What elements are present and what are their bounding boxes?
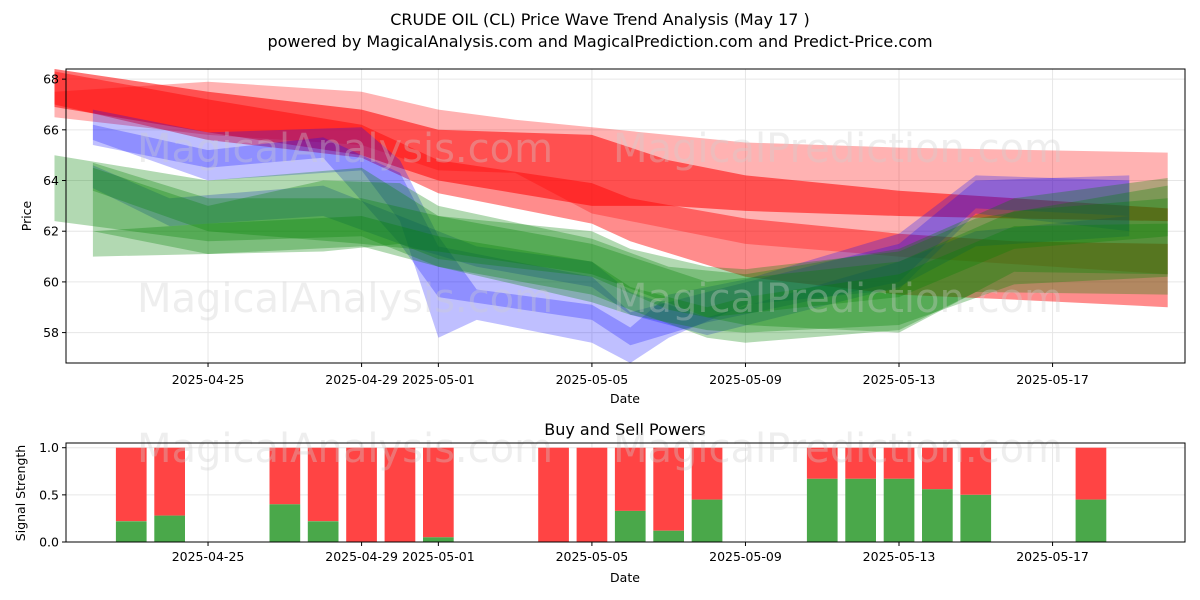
sell-bar: [423, 447, 454, 538]
buy-bar: [154, 515, 185, 542]
buy-bar: [691, 499, 723, 542]
signal-x-tick-label: 2025-04-29: [325, 549, 398, 564]
sell-bar: [960, 447, 992, 495]
sell-bar: [922, 447, 953, 490]
price-x-tick-label: 2025-05-05: [556, 372, 629, 387]
buy-bar: [1075, 499, 1107, 542]
signal-bars: [115, 447, 1107, 542]
price-band-green-7: [92, 167, 1168, 333]
signal-chart-title: Buy and Sell Powers: [544, 420, 706, 439]
chart-subtitle: powered by MagicalAnalysis.com and Magic…: [267, 32, 932, 51]
sell-bar: [269, 447, 301, 505]
price-x-tick-label: 2025-05-13: [863, 372, 936, 387]
price-band-blue-5: [92, 165, 1130, 336]
price-y-tick-label: 58: [43, 325, 59, 340]
signal-x-tick-label: 2025-05-01: [402, 549, 475, 564]
price-band-green-6: [54, 155, 1168, 343]
price-bands: [54, 69, 1168, 363]
chart-title: CRUDE OIL (CL) Price Wave Trend Analysis…: [390, 10, 810, 29]
buy-bar: [922, 489, 953, 542]
price-x-ticks: 2025-04-25 2025-04-29 2025-05-01 2025-05-05…: [172, 363, 1089, 387]
price-x-tick-label: 2025-05-01: [402, 372, 475, 387]
price-band-red-2: [54, 69, 1168, 222]
sell-bar: [384, 447, 416, 542]
sell-bar: [154, 447, 185, 516]
watermark-analysis-mid: MagicalAnalysis.com: [137, 276, 553, 322]
price-x-axis-label: Date: [610, 391, 640, 406]
signal-y-tick-label: 1.0: [39, 440, 59, 455]
sell-bar: [538, 447, 569, 542]
price-x-tick-label: 2025-04-29: [325, 372, 398, 387]
price-x-tick-label: 2025-05-17: [1016, 372, 1089, 387]
sell-bar: [806, 447, 838, 479]
buy-bar: [883, 478, 915, 542]
buy-bar: [307, 521, 339, 542]
signal-y-axis-label: Signal Strength: [13, 445, 28, 541]
sell-bar: [576, 447, 608, 542]
sell-bar: [883, 447, 915, 479]
sell-bar: [845, 447, 876, 479]
watermark-prediction-bottom: MagicalPrediction.com: [613, 426, 1063, 472]
buy-bar: [960, 494, 992, 542]
buy-bar: [269, 504, 301, 542]
price-x-tick-label: 2025-05-09: [709, 372, 782, 387]
price-band-green-8: [92, 216, 1168, 333]
signal-x-tick-label: 2025-04-25: [172, 549, 245, 564]
buy-bar: [423, 537, 454, 542]
signal-y-tick-label: 0.0: [39, 535, 59, 550]
price-y-tick-label: 64: [43, 173, 59, 188]
signal-x-tick-label: 2025-05-13: [863, 549, 936, 564]
buy-bar: [845, 478, 876, 542]
price-y-tick-label: 66: [43, 122, 59, 137]
watermark-prediction-top: MagicalPrediction.com: [613, 126, 1063, 172]
sell-bar: [115, 447, 147, 522]
signal-x-tick-label: 2025-05-05: [556, 549, 629, 564]
buy-bar: [653, 530, 684, 542]
signal-y-tick-label: 0.5: [39, 487, 59, 502]
sell-bar: [346, 447, 377, 542]
price-band-blue-3: [92, 109, 1130, 363]
watermark-prediction-mid: MagicalPrediction.com: [613, 276, 1063, 322]
buy-bar: [115, 521, 147, 542]
buy-bar: [614, 510, 646, 542]
price-y-ticks: 58 60 62 64 66 68: [43, 72, 66, 340]
signal-y-ticks: 0.0 0.5 1.0: [39, 440, 66, 550]
price-x-tick-label: 2025-04-25: [172, 372, 245, 387]
price-chart: MagicalAnalysis.com MagicalPrediction.co…: [19, 68, 1186, 406]
watermark-analysis-top: MagicalAnalysis.com: [137, 126, 553, 172]
buy-bar: [806, 478, 838, 542]
watermark-analysis-bottom: MagicalAnalysis.com: [137, 426, 553, 472]
signal-x-tick-label: 2025-05-09: [709, 549, 782, 564]
signal-plot-frame: [65, 442, 1186, 543]
signal-chart: Buy and Sell Powers MagicalAnalysis.com …: [13, 420, 1186, 585]
signal-x-axis-label: Date: [610, 570, 640, 585]
signal-x-ticks: 2025-04-25 2025-04-29 2025-05-01 2025-05-05…: [172, 542, 1089, 564]
price-y-axis-label: Price: [19, 200, 34, 231]
sell-bar: [614, 447, 646, 511]
sell-bar: [653, 447, 684, 531]
price-band-green-9: [92, 162, 1168, 318]
price-y-tick-label: 62: [43, 224, 59, 239]
price-plot-frame: [65, 68, 1186, 364]
price-band-blue-4: [92, 124, 1130, 346]
sell-bar: [1075, 447, 1107, 500]
price-y-tick-label: 68: [43, 72, 59, 87]
price-y-tick-label: 60: [43, 274, 59, 289]
sell-bar: [691, 447, 723, 500]
sell-bar: [307, 447, 339, 522]
signal-x-tick-label: 2025-05-17: [1016, 549, 1089, 564]
